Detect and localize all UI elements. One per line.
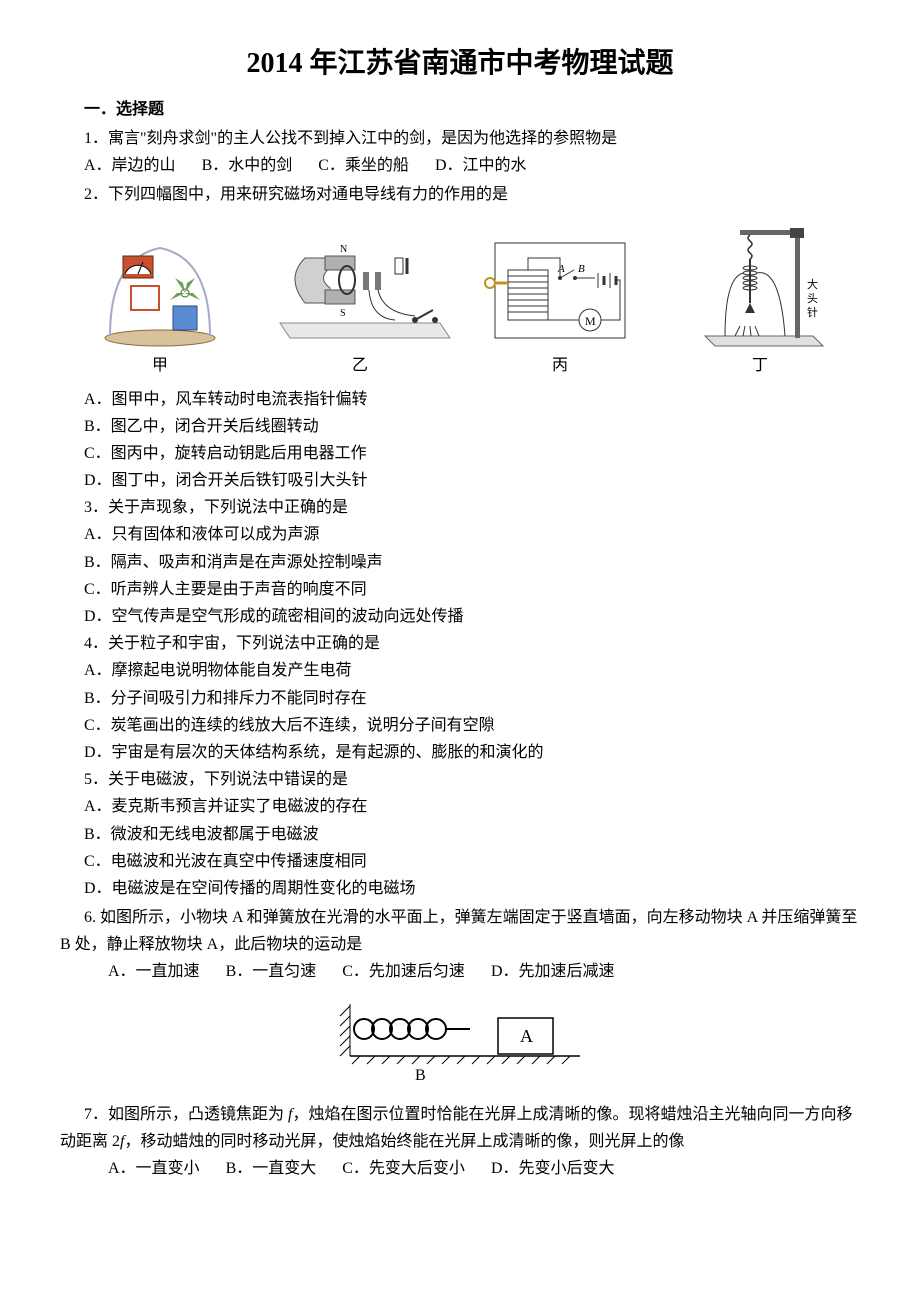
point-B-label: B — [415, 1067, 426, 1084]
q5-stem: 5．关于电磁波，下列说法中错误的是 — [84, 766, 860, 793]
q2-D: D．图丁中，闭合开关后铁钉吸引大头针 — [84, 467, 860, 494]
q4-C: C．炭笔画出的连续的线放大后不连续，说明分子间有空隙 — [84, 712, 860, 739]
svg-text:S: S — [340, 308, 346, 319]
q1-B: B．水中的剑 — [202, 152, 293, 179]
figure-ding: 大 头 针 — [675, 218, 845, 348]
q2-C: C．图丙中，旋转启动钥匙后用电器工作 — [84, 440, 860, 467]
q7-B: B．一直变大 — [226, 1155, 317, 1182]
page-title: 2014 年江苏省南通市中考物理试题 — [60, 40, 860, 88]
q5-A: A．麦克斯韦预言并证实了电磁波的存在 — [84, 793, 860, 820]
q7-mid2: ，移动蜡烛的同时移动光屏，使烛焰始终能在光屏上成清晰的像，则光屏上的像 — [124, 1133, 684, 1150]
figure-yi: N S — [275, 228, 445, 348]
q7-A: A．一直变小 — [108, 1155, 200, 1182]
block-A-label: A — [520, 1026, 533, 1046]
q7-options: A．一直变小 B．一直变大 C．先变大后变小 D．先变小后变大 — [108, 1155, 860, 1182]
q5-C: C．电磁波和光波在真空中传播速度相同 — [84, 848, 860, 875]
q2-figures: N S — [60, 218, 860, 348]
q6-C: C．先加速后匀速 — [342, 958, 465, 985]
q6-D: D．先加速后减速 — [491, 958, 615, 985]
svg-text:N: N — [340, 244, 347, 255]
q5-D: D．电磁波是在空间传播的周期性变化的电磁场 — [84, 875, 860, 902]
q1-stem: 1．寓言"刻舟求剑"的主人公找不到掉入江中的剑，是因为他选择的参照物是 — [84, 125, 860, 152]
q7-stem: 7．如图所示，凸透镜焦距为 f，烛焰在图示位置时恰能在光屏上成清晰的像。现将蜡烛… — [60, 1101, 860, 1155]
q1-C: C．乘坐的船 — [318, 152, 409, 179]
svg-text:A: A — [557, 263, 565, 275]
q2-B: B．图乙中，闭合开关后线圈转动 — [84, 413, 860, 440]
q1-options: A．岸边的山 B．水中的剑 C．乘坐的船 D．江中的水 — [84, 152, 860, 179]
q3-C: C．听声辨人主要是由于声音的响度不同 — [84, 576, 860, 603]
q1-D: D．江中的水 — [435, 152, 527, 179]
q5-B: B．微波和无线电波都属于电磁波 — [84, 821, 860, 848]
q3-stem: 3．关于声现象，下列说法中正确的是 — [84, 494, 860, 521]
q2-A: A．图甲中，风车转动时电流表指针偏转 — [84, 386, 860, 413]
q6-figure: A B — [60, 994, 860, 1093]
q2-stem: 2．下列四幅图中，用来研究磁场对通电导线有力的作用的是 — [84, 181, 860, 208]
q4-A: A．摩擦起电说明物体能自发产生电荷 — [84, 657, 860, 684]
svg-text:M: M — [585, 314, 596, 328]
svg-text:针: 针 — [807, 305, 818, 319]
q7-C: C．先变大后变小 — [342, 1155, 465, 1182]
q3-A: A．只有固体和液体可以成为声源 — [84, 521, 860, 548]
q3-B: B．隔声、吸声和消声是在声源处控制噪声 — [84, 549, 860, 576]
q1-A: A．岸边的山 — [84, 152, 176, 179]
q6-options: A．一直加速 B．一直匀速 C．先加速后匀速 D．先加速后减速 — [108, 958, 860, 985]
figure-jia — [75, 228, 245, 348]
caption-bing: 丙 — [475, 352, 645, 379]
q6-stem: 6. 如图所示，小物块 A 和弹簧放在光滑的水平面上，弹簧左端固定于竖直墙面，向… — [60, 904, 860, 958]
q3-D: D．空气传声是空气形成的疏密相间的波动向远处传播 — [84, 603, 860, 630]
svg-text:头: 头 — [807, 292, 818, 305]
q4-B: B．分子间吸引力和排斥力不能同时存在 — [84, 685, 860, 712]
caption-ding: 丁 — [675, 352, 845, 379]
svg-text:B: B — [578, 263, 585, 275]
caption-yi: 乙 — [275, 352, 445, 379]
q7-D: D．先变小后变大 — [491, 1155, 615, 1182]
pin-label: 大 — [807, 277, 818, 291]
section-heading: 一．选择题 — [84, 96, 860, 123]
q6-A: A．一直加速 — [108, 958, 200, 985]
q4-stem: 4．关于粒子和宇宙，下列说法中正确的是 — [84, 630, 860, 657]
q7-prefix: 7．如图所示，凸透镜焦距为 — [84, 1106, 288, 1123]
figure-bing: A B M — [475, 228, 645, 348]
caption-jia: 甲 — [75, 352, 245, 379]
q2-captions: 甲 乙 丙 丁 — [60, 352, 860, 379]
q6-B: B．一直匀速 — [226, 958, 317, 985]
q4-D: D．宇宙是有层次的天体结构系统，是有起源的、膨胀的和演化的 — [84, 739, 860, 766]
